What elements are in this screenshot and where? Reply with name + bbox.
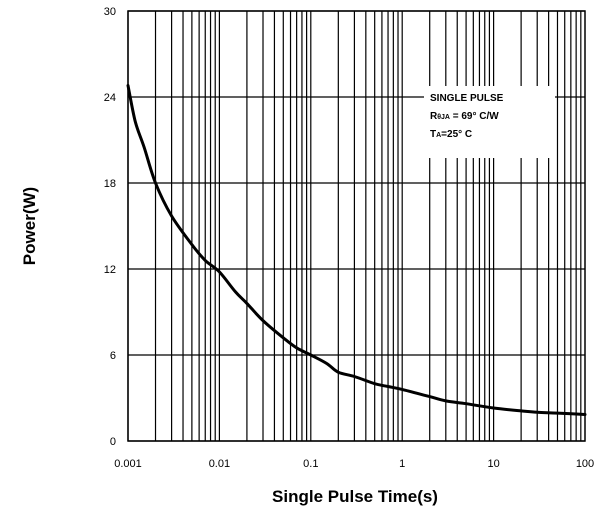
annotation-line-1: SINGLE PULSE <box>430 93 504 104</box>
annotation-line-3: TA=25° C <box>430 129 472 140</box>
y-tick-label: 24 <box>104 92 116 104</box>
x-tick-label: 1 <box>399 458 405 470</box>
x-tick-label: 10 <box>487 458 499 470</box>
y-tick-label: 0 <box>110 436 116 448</box>
series-line <box>126 84 587 416</box>
x-tick-labels: 0.001 0.01 0.1 1 10 100 <box>114 458 594 470</box>
y-tick-label: 30 <box>104 6 116 18</box>
y-tick-label: 12 <box>104 264 116 276</box>
x-tick-label: 0.1 <box>303 458 318 470</box>
y-tick-labels: 0 6 12 18 24 30 <box>104 6 116 448</box>
y-tick-label: 18 <box>104 178 116 190</box>
y-tick-label: 6 <box>110 350 116 362</box>
annotation-box <box>424 86 555 158</box>
grid-lines <box>127 10 585 442</box>
x-axis-title: Single Pulse Time(s) <box>272 487 438 506</box>
plot-frame <box>127 10 586 442</box>
x-tick-label: 100 <box>576 458 594 470</box>
annotation: SINGLE PULSE RθJA = 69° C/W TA=25° C <box>430 93 504 140</box>
x-tick-label: 0.01 <box>209 458 230 470</box>
annotation-line-2: RθJA = 69° C/W <box>430 111 499 122</box>
x-tick-label: 0.001 <box>114 458 142 470</box>
y-axis-title: Power(W) <box>20 187 39 265</box>
